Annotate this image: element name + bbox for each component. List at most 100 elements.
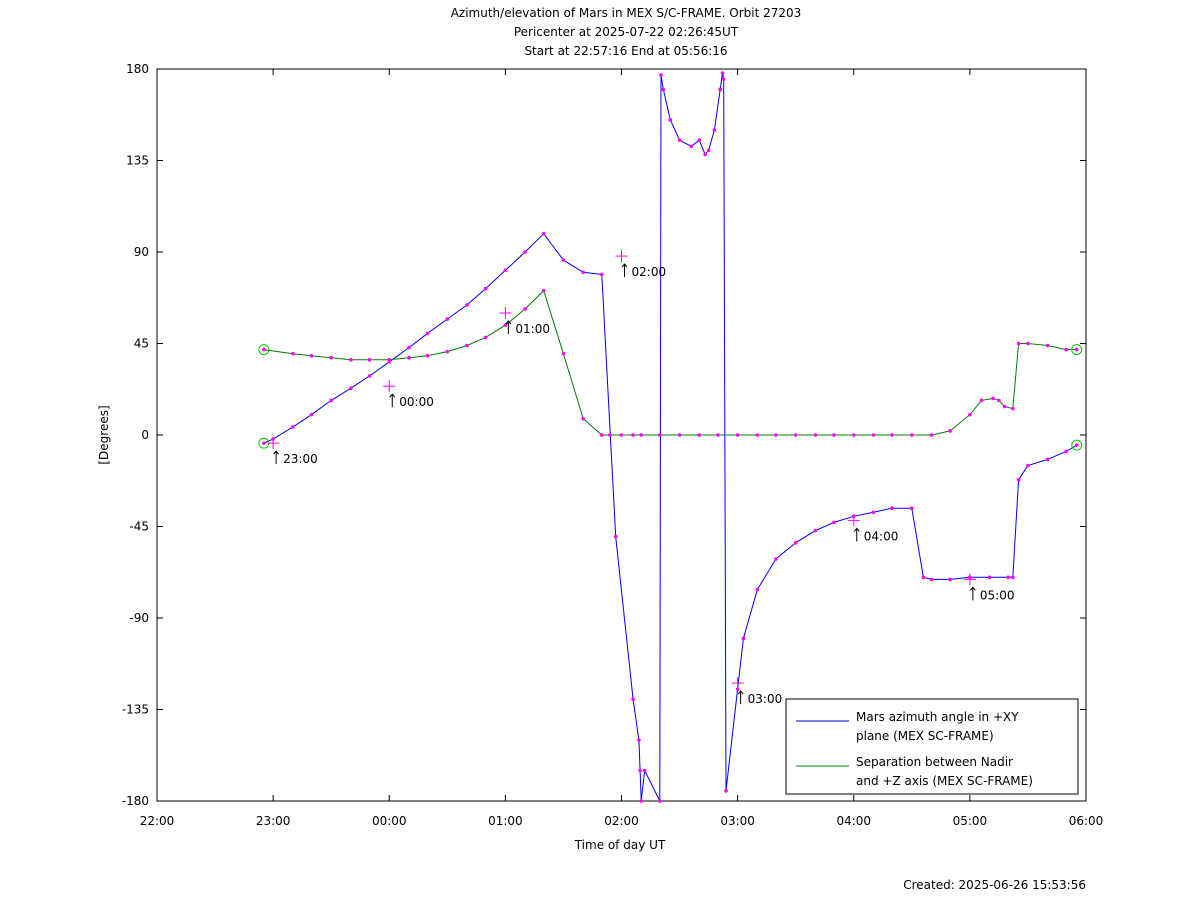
annotation-layer: 23:00 00:00 01:00 02:00 03:00 04:00 05:00 <box>267 250 1014 706</box>
data-point <box>425 353 430 358</box>
data-point <box>465 303 469 307</box>
data-point <box>639 433 644 437</box>
data-point <box>503 268 508 273</box>
hour-label: 03:00 <box>748 692 783 706</box>
hour-label: 04:00 <box>864 529 899 543</box>
data-point <box>910 506 914 511</box>
hour-label: 02:00 <box>632 265 667 279</box>
marker-layer <box>258 71 1083 803</box>
data-point <box>1006 575 1010 580</box>
data-point <box>741 636 746 641</box>
data-point <box>637 738 641 742</box>
legend-label-separation-line-2: and +Z axis (MEX SC-FRAME) <box>856 774 1033 788</box>
data-point <box>262 347 266 352</box>
data-point <box>309 412 314 417</box>
data-point <box>706 148 711 153</box>
data-point <box>407 355 411 360</box>
hour-label: 05:00 <box>980 588 1015 602</box>
data-point <box>832 433 836 437</box>
x-tick-label: 04:00 <box>836 814 871 828</box>
title-line-1: Azimuth/elevation of Mars in MEX S/C-FRA… <box>451 6 802 20</box>
data-point <box>793 540 798 545</box>
title-line-2: Pericenter at 2025-07-22 02:26:45UT <box>514 25 739 39</box>
data-point <box>291 351 295 356</box>
data-point <box>668 118 673 122</box>
data-point <box>309 353 314 358</box>
data-point <box>638 768 642 773</box>
data-point <box>523 250 527 254</box>
x-tick-label: 23:00 <box>256 814 291 828</box>
chart-title: Azimuth/elevation of Mars in MEX S/C-FRA… <box>451 6 802 58</box>
x-tick-label: 05:00 <box>953 814 988 828</box>
hour-arrow-head <box>737 690 744 695</box>
data-point <box>735 687 740 691</box>
data-point <box>349 386 353 391</box>
data-point <box>642 768 647 773</box>
data-point <box>910 433 914 437</box>
data-point <box>407 345 411 350</box>
data-point <box>689 144 693 149</box>
y-tick-label: -135 <box>122 703 149 717</box>
data-point <box>658 433 662 437</box>
data-point <box>703 152 707 157</box>
data-point <box>1045 343 1050 348</box>
hour-arrow-head <box>505 320 512 325</box>
data-point <box>1064 347 1069 352</box>
data-point <box>697 138 702 142</box>
y-tick-label: -45 <box>129 520 149 534</box>
data-point <box>387 357 392 362</box>
data-point <box>716 433 720 437</box>
data-point <box>661 87 666 92</box>
data-point <box>1016 341 1021 346</box>
data-point <box>367 374 372 378</box>
x-tick-label: 22:00 <box>140 814 175 828</box>
data-point <box>581 270 585 275</box>
data-point <box>813 433 818 437</box>
data-point <box>755 587 760 592</box>
data-point <box>724 789 728 793</box>
y-tick-label: 180 <box>126 62 149 76</box>
created-timestamp: Created: 2025-06-26 15:53:56 <box>903 878 1086 892</box>
series-line-separation <box>263 289 1077 436</box>
hour-label: 23:00 <box>283 452 318 466</box>
y-tick-label: 90 <box>134 245 149 259</box>
data-point <box>425 331 430 336</box>
data-point <box>1064 449 1069 454</box>
y-tick-label: -90 <box>129 611 149 625</box>
data-point <box>921 575 926 580</box>
data-point <box>871 510 876 515</box>
start-marker <box>258 344 270 356</box>
data-point <box>871 433 876 437</box>
hour-arrow-head <box>969 586 976 591</box>
data-point <box>979 398 984 403</box>
data-point <box>465 343 469 348</box>
title-line-3: Start at 22:57:16 End at 05:56:16 <box>524 44 727 58</box>
data-point <box>677 433 682 437</box>
y-axis: 180 135 90 45 0 -45 -90 -135 -180 <box>122 62 1086 808</box>
data-point <box>329 398 333 403</box>
x-axis: 22:00 23:00 00:00 01:00 02:00 03:00 04:00 05:00… <box>140 69 1103 828</box>
data-point <box>262 441 266 445</box>
data-point <box>659 73 663 77</box>
data-point <box>599 272 604 277</box>
data-point <box>1045 457 1050 462</box>
x-tick-label: 03:00 <box>720 814 755 828</box>
y-tick-label: 45 <box>134 337 149 351</box>
legend-label-separation-line-1: Separation between Nadir <box>856 755 1013 769</box>
data-point <box>613 534 618 539</box>
data-point <box>1074 443 1079 447</box>
data-point <box>832 520 836 525</box>
x-axis-label: Time of day UT <box>574 838 666 852</box>
series-layer <box>263 73 1077 802</box>
data-point <box>1026 463 1030 468</box>
hour-arrow-head <box>853 527 860 532</box>
data-point <box>581 416 585 421</box>
y-tick-label: -180 <box>122 794 149 808</box>
data-point <box>639 799 644 803</box>
hour-label: 00:00 <box>399 395 434 409</box>
data-point <box>541 288 546 293</box>
data-point <box>1016 477 1021 482</box>
series-line-azimuth <box>263 73 1077 802</box>
data-point <box>948 577 952 582</box>
